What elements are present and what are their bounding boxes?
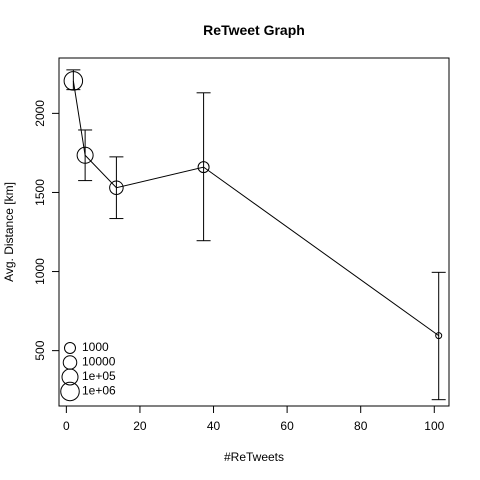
data-point bbox=[435, 332, 443, 340]
legend-label: 1000 bbox=[82, 340, 109, 354]
y-tick-label: 2000 bbox=[33, 100, 47, 127]
y-axis-ticks: 500 1000 1500 2000 bbox=[33, 100, 59, 361]
x-tick-label: 60 bbox=[280, 419, 294, 433]
x-axis-label: #ReTweets bbox=[224, 450, 284, 464]
x-tick-label: 100 bbox=[424, 419, 444, 433]
legend-marker bbox=[62, 355, 78, 370]
x-tick-label: 80 bbox=[354, 419, 368, 433]
y-tick-label: 1000 bbox=[33, 258, 47, 285]
data-point bbox=[76, 146, 94, 164]
y-tick-label: 500 bbox=[33, 340, 47, 360]
series-layer bbox=[63, 69, 446, 401]
legend-label: 1e+05 bbox=[82, 369, 116, 383]
data-point bbox=[109, 180, 124, 195]
x-tick-label: 20 bbox=[133, 419, 147, 433]
x-axis-ticks: 0 20 40 60 80 100 bbox=[63, 406, 445, 433]
x-tick-label: 0 bbox=[63, 419, 70, 433]
legend-marker bbox=[61, 368, 79, 386]
series-line bbox=[72, 80, 439, 337]
legend-label: 1e+06 bbox=[82, 384, 116, 398]
legend-marker bbox=[64, 342, 76, 354]
data-point bbox=[63, 71, 84, 91]
legend-marker bbox=[60, 381, 80, 402]
legend-label: 10000 bbox=[82, 355, 116, 369]
data-point bbox=[197, 161, 210, 174]
y-tick-label: 1500 bbox=[33, 179, 47, 206]
plot-frame bbox=[58, 57, 450, 407]
x-tick-label: 40 bbox=[207, 419, 221, 433]
chart-title: ReTweet Graph bbox=[203, 22, 305, 38]
y-axis-label: Avg. Distance [km] bbox=[2, 182, 16, 282]
